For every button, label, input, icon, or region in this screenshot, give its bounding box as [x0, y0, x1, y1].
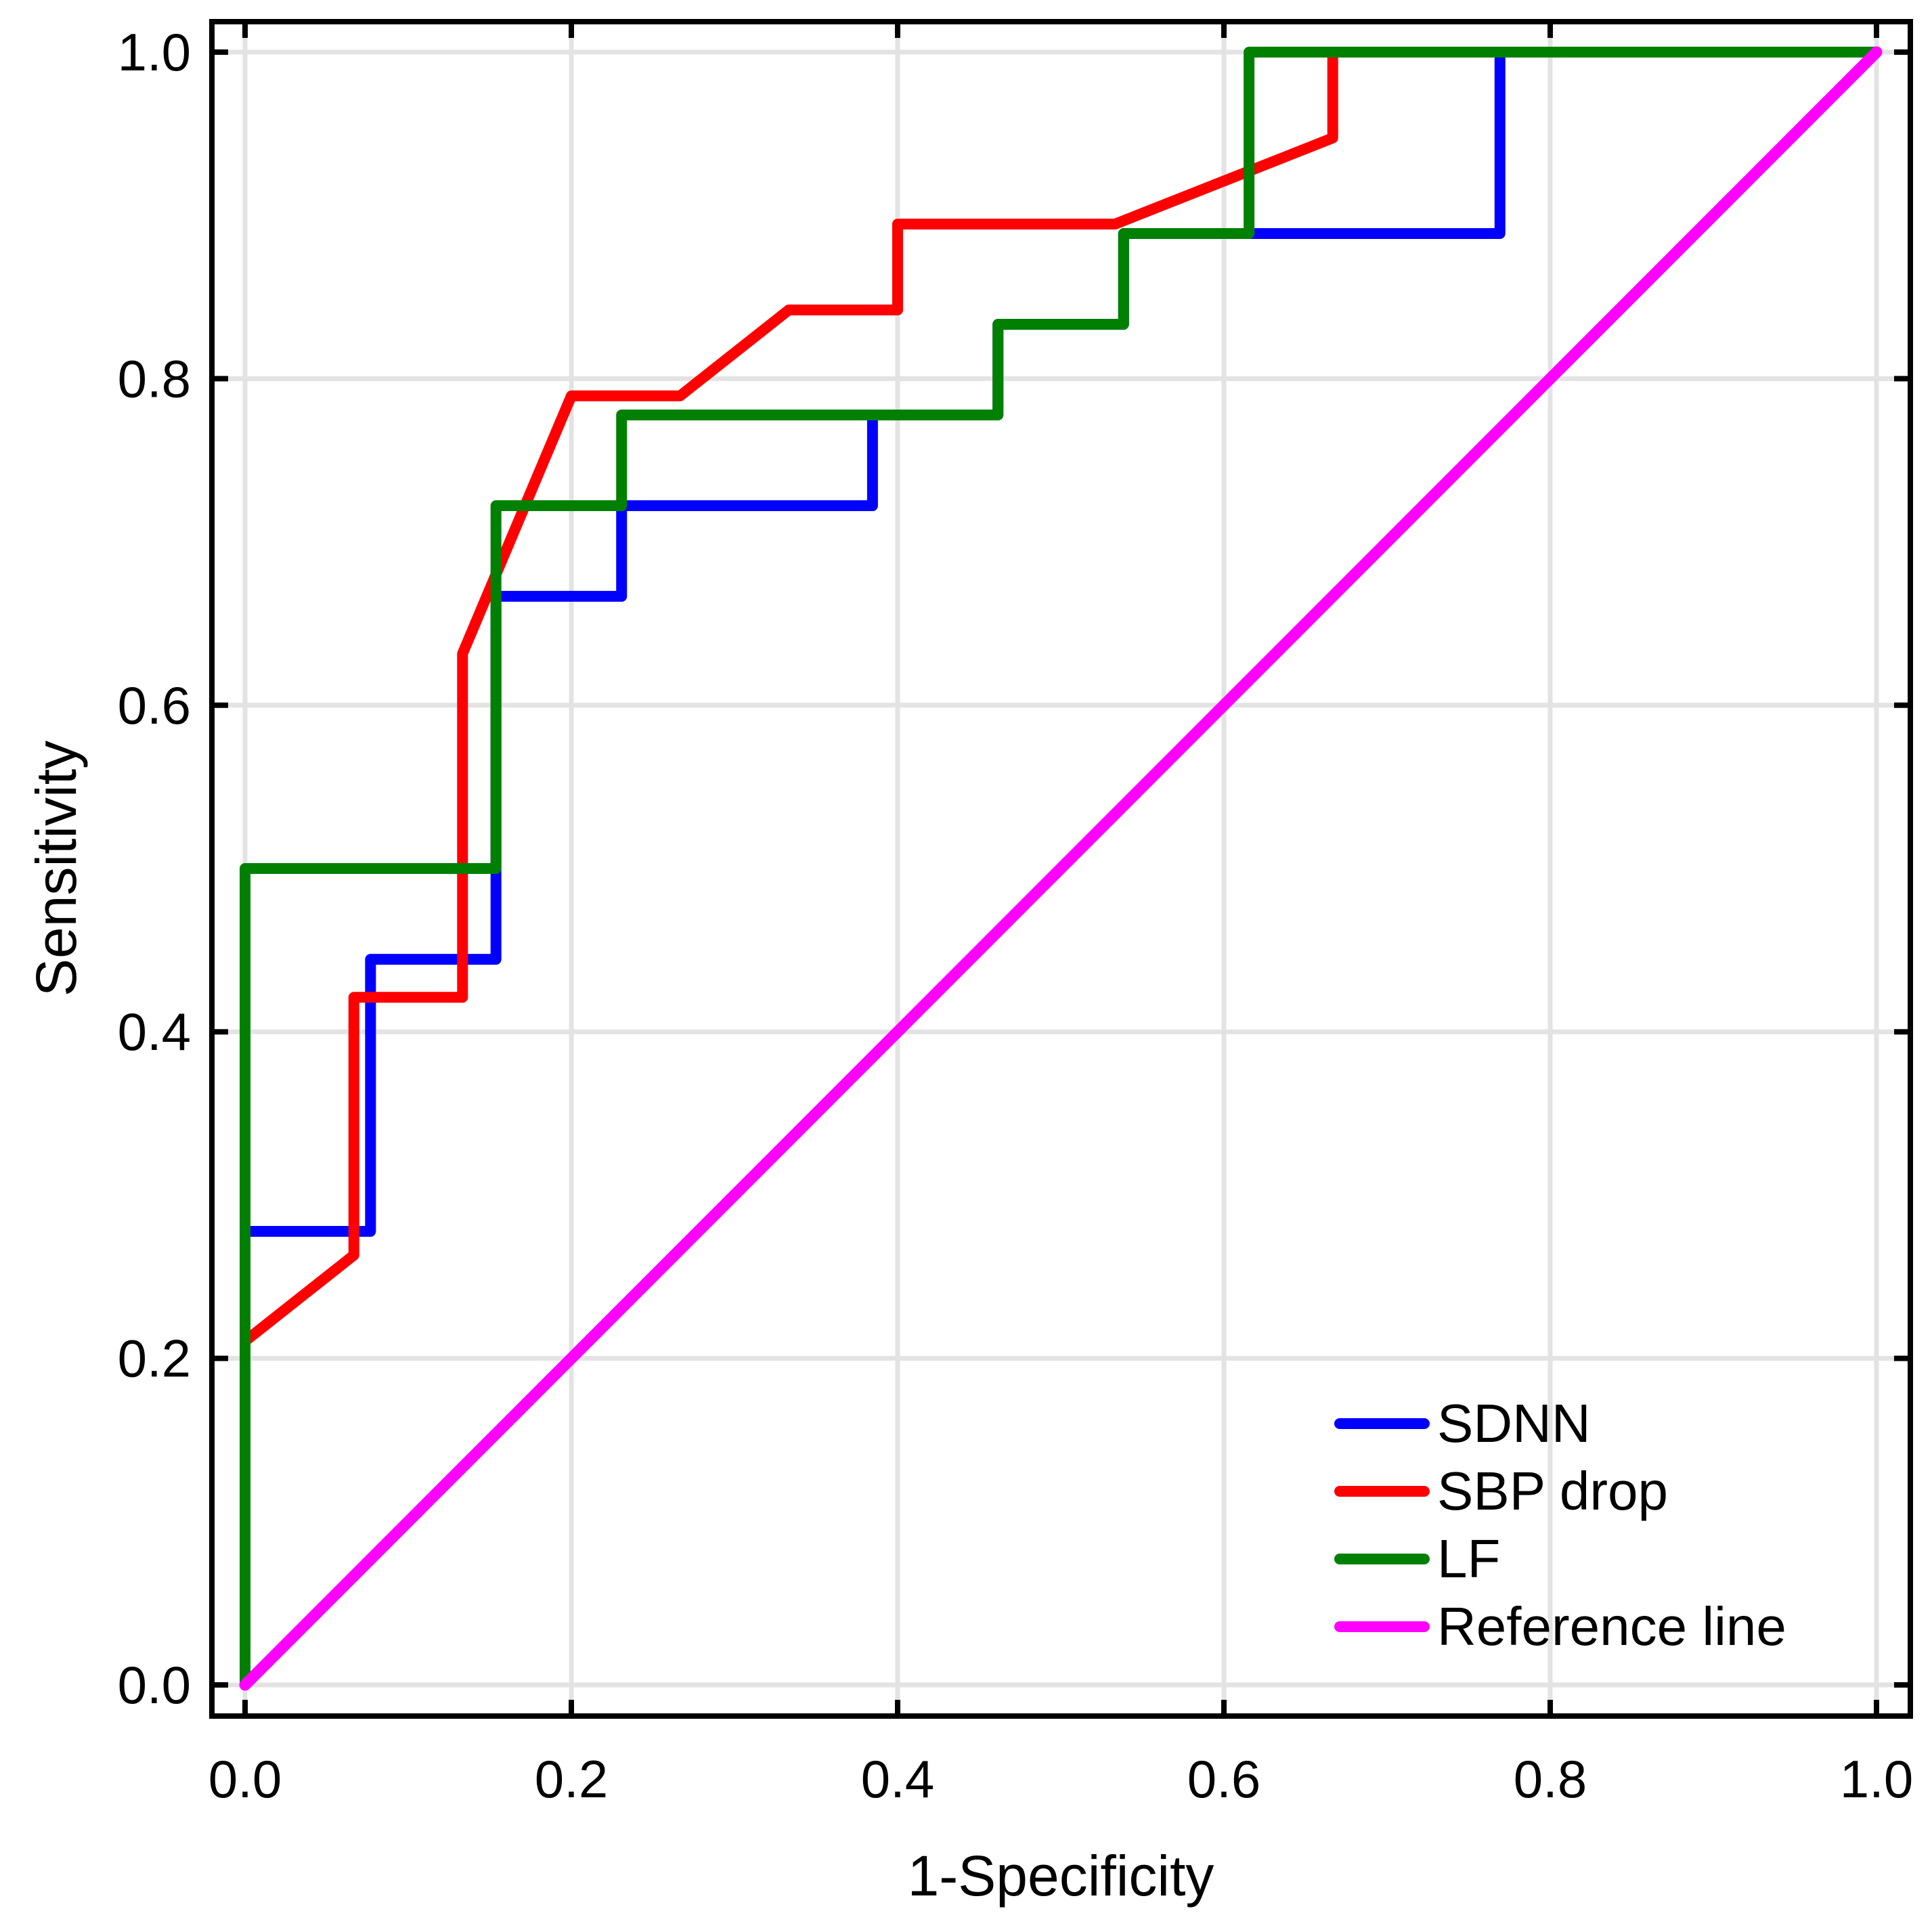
x-tick-label: 0.6: [1187, 1749, 1260, 1809]
x-tick-label: 0.0: [208, 1749, 282, 1809]
legend-swatch: [1334, 1418, 1430, 1429]
series-sbp-drop: [240, 47, 1882, 1690]
x-axis-title: 1-Specificity: [908, 1844, 1214, 1908]
axis-ticks: [212, 22, 1910, 1716]
y-tick-label: 0.6: [118, 676, 191, 735]
y-axis-title: Sensitivity: [24, 741, 88, 996]
x-tick-label: 0.2: [535, 1749, 608, 1809]
legend-label: SDNN: [1437, 1393, 1591, 1453]
legend-item-lf: LF: [1334, 1525, 1786, 1593]
x-tick-label: 0.8: [1514, 1749, 1587, 1809]
series-reference-line: [239, 46, 1883, 1691]
legend-swatch: [1334, 1554, 1430, 1564]
legend-label: SBP drop: [1437, 1461, 1668, 1521]
plot-frame: [209, 19, 1913, 1719]
legend-item-reference-line: Reference line: [1334, 1593, 1786, 1661]
y-tick-label: 0.0: [118, 1655, 191, 1715]
y-tick-label: 0.8: [118, 349, 191, 408]
legend-item-sbp-drop: SBP drop: [1334, 1457, 1786, 1525]
y-tick-label: 0.2: [118, 1329, 191, 1388]
legend-swatch: [1334, 1486, 1430, 1497]
series-lf: [240, 47, 1882, 1690]
y-tick-label: 1.0: [118, 22, 191, 82]
legend-label: LF: [1437, 1529, 1501, 1589]
tick-labels: 0.0 0.2 0.4 0.6 0.8 1.0 0.0 0.2 0.4 0.6 0.8 1.0: [118, 22, 1914, 1809]
legend: SDNN SBP drop LF Reference line: [1334, 1390, 1786, 1661]
legend-label: Reference line: [1437, 1596, 1786, 1656]
x-tick-label: 0.4: [861, 1749, 934, 1809]
curves: [239, 46, 1883, 1691]
x-tick-label: 1.0: [1840, 1749, 1913, 1809]
y-tick-label: 0.4: [118, 1002, 191, 1061]
legend-item-sdnn: SDNN: [1334, 1390, 1786, 1457]
legend-swatch: [1334, 1621, 1430, 1632]
